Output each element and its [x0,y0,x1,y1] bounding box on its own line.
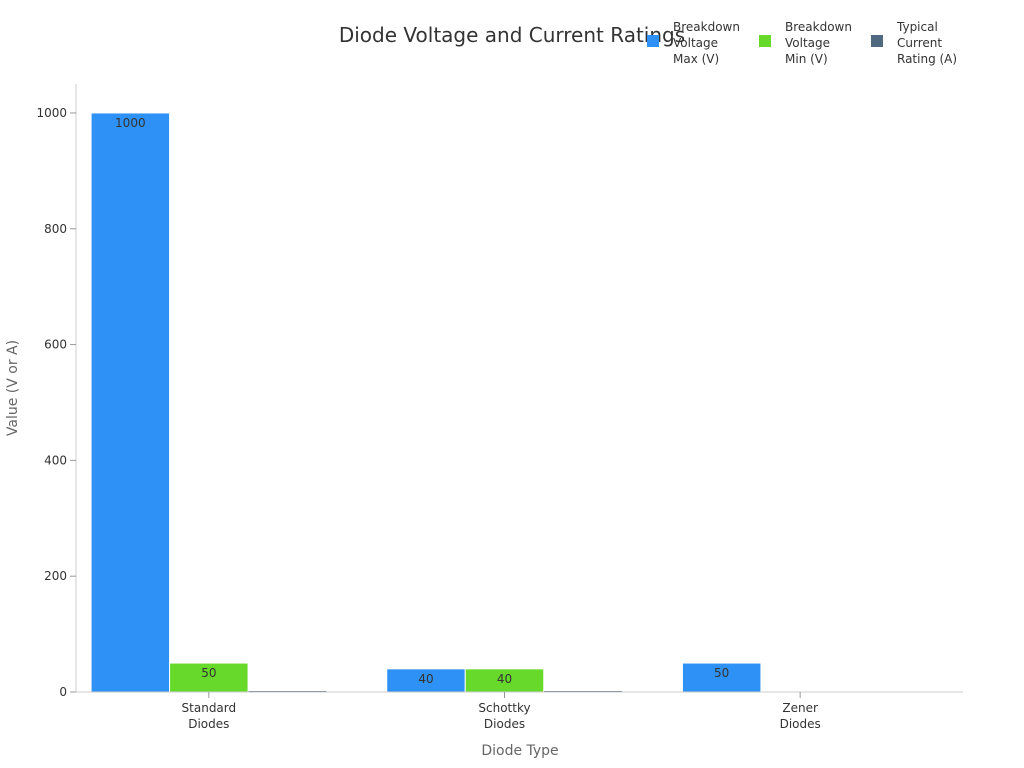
chart-title: Diode Voltage and Current Ratings [339,23,685,47]
bar-data-label: 1000 [115,116,146,130]
x-tick-label: Diodes [484,717,525,731]
legend-swatch [759,35,771,47]
y-tick-label: 200 [44,569,67,583]
bar-data-label: 40 [418,672,433,686]
legend-label: Current [897,36,942,50]
y-tick-label: 0 [59,685,67,699]
legend-label: Typical [896,20,938,34]
bar-data-label: 40 [497,672,512,686]
y-tick-label: 800 [44,222,67,236]
legend-label: Voltage [785,36,830,50]
bar [681,662,762,693]
legend-swatch [871,35,883,47]
x-tick-label: Standard [182,701,237,715]
x-tick-label: Zener [782,701,818,715]
y-tick-label: 1000 [36,106,67,120]
bar [90,112,171,693]
x-tick-label: Schottky [478,701,530,715]
legend-label: Min (V) [785,52,828,66]
bar-data-label: 50 [714,666,729,680]
bar-data-label: 50 [201,666,216,680]
y-axis-title: Value (V or A) [5,340,21,436]
legend-swatch [647,35,659,47]
x-tick-label: Diodes [780,717,821,731]
x-axis-title: Diode Type [481,743,558,759]
legend-label: Voltage [673,36,718,50]
y-axis-ticks: 0 200 400 600 800 1000 [36,106,76,699]
bar [169,662,249,693]
y-tick-label: 400 [44,453,67,467]
legend-label: Max (V) [673,52,719,66]
legend-label: Rating (A) [897,52,957,66]
x-tick-label: Diodes [188,717,229,731]
legend-label: Breakdown [673,20,740,34]
legend: Breakdown Voltage Max (V) Breakdown Voltage M… [647,20,957,66]
legend-label: Breakdown [785,20,852,34]
bars-group: 1000 40 50 50 40 [90,112,919,693]
y-tick-label: 600 [44,338,67,352]
x-axis-ticks: Standard Diodes Schottky Diodes Zener Diodes [182,692,821,731]
